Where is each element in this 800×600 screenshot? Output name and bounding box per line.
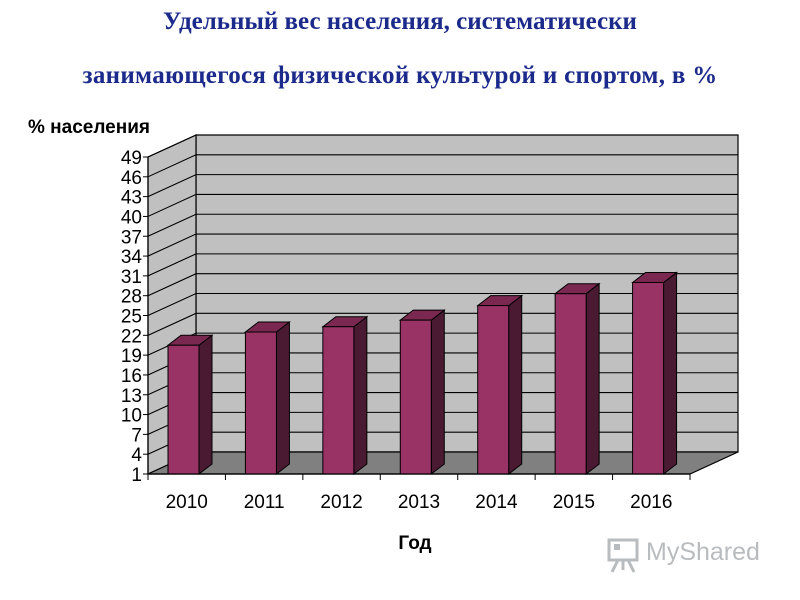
gridline [147,174,738,198]
y-tick-label: 19 [121,346,142,367]
y-tick-label: 28 [121,287,142,308]
bar-front [322,326,355,475]
chart-title-line-2: занимающегося физической культурой и спо… [82,62,718,89]
x-tick-label: 2014 [475,492,518,513]
gridline [147,193,738,217]
bar-side [585,282,600,476]
bar-front [167,344,200,475]
bar [398,309,446,476]
x-tick-label: 2011 [244,492,285,513]
bar-front [399,319,432,475]
gridline [147,233,738,257]
watermark-text: MyShared [646,538,760,566]
y-tick-label: 34 [121,247,143,268]
gridline [147,253,738,277]
bar-side [198,334,213,476]
bar-side [275,320,290,476]
x-axis-ticks: 2010 2011 2012 2013 2014 2015 2016 [147,473,691,513]
presentation-board-icon [607,538,639,573]
bar-front [632,281,665,475]
watermark: MyShared [606,534,776,574]
bar-side [430,309,445,476]
y-tick-label: 31 [121,267,142,288]
bar-front [477,305,510,475]
y-tick-label: 49 [121,148,142,169]
x-tick-label: 2016 [630,492,672,513]
y-tick-label: 43 [121,188,142,209]
y-tick-label: 40 [121,207,142,228]
bar [553,282,601,476]
bar-front [244,331,277,475]
gridline [147,134,738,158]
bar-side [508,294,523,476]
y-tick-label: 1 [131,465,142,486]
bar [631,271,679,476]
bar-front [554,293,587,475]
bar-side [663,271,678,476]
y-axis-label: % населения [28,117,150,138]
x-tick-label: 2015 [553,492,595,513]
x-tick-label: 2013 [398,492,440,513]
x-axis-label: Год [398,533,431,554]
x-tick-label: 2010 [166,492,208,513]
y-tick-label: 4 [131,445,142,466]
y-tick-label: 16 [121,366,142,387]
bar-series [166,271,679,476]
y-tick-label: 10 [121,406,142,427]
bar [243,320,291,476]
bar [476,294,524,476]
bar [321,315,369,476]
y-tick-label: 7 [131,425,142,446]
gridline [147,273,738,297]
y-tick-label: 46 [121,168,142,189]
bar-side [353,315,368,476]
y-tick-label: 22 [121,326,142,347]
gridline [147,213,738,237]
chart-title-line-1: Удельный вес населения, систематически [163,8,637,35]
x-tick-label: 2012 [320,492,362,513]
bar [166,334,214,476]
y-tick-label: 13 [121,386,142,407]
y-tick-label: 25 [121,307,142,328]
gridline [147,154,738,178]
y-tick-label: 37 [121,227,142,248]
